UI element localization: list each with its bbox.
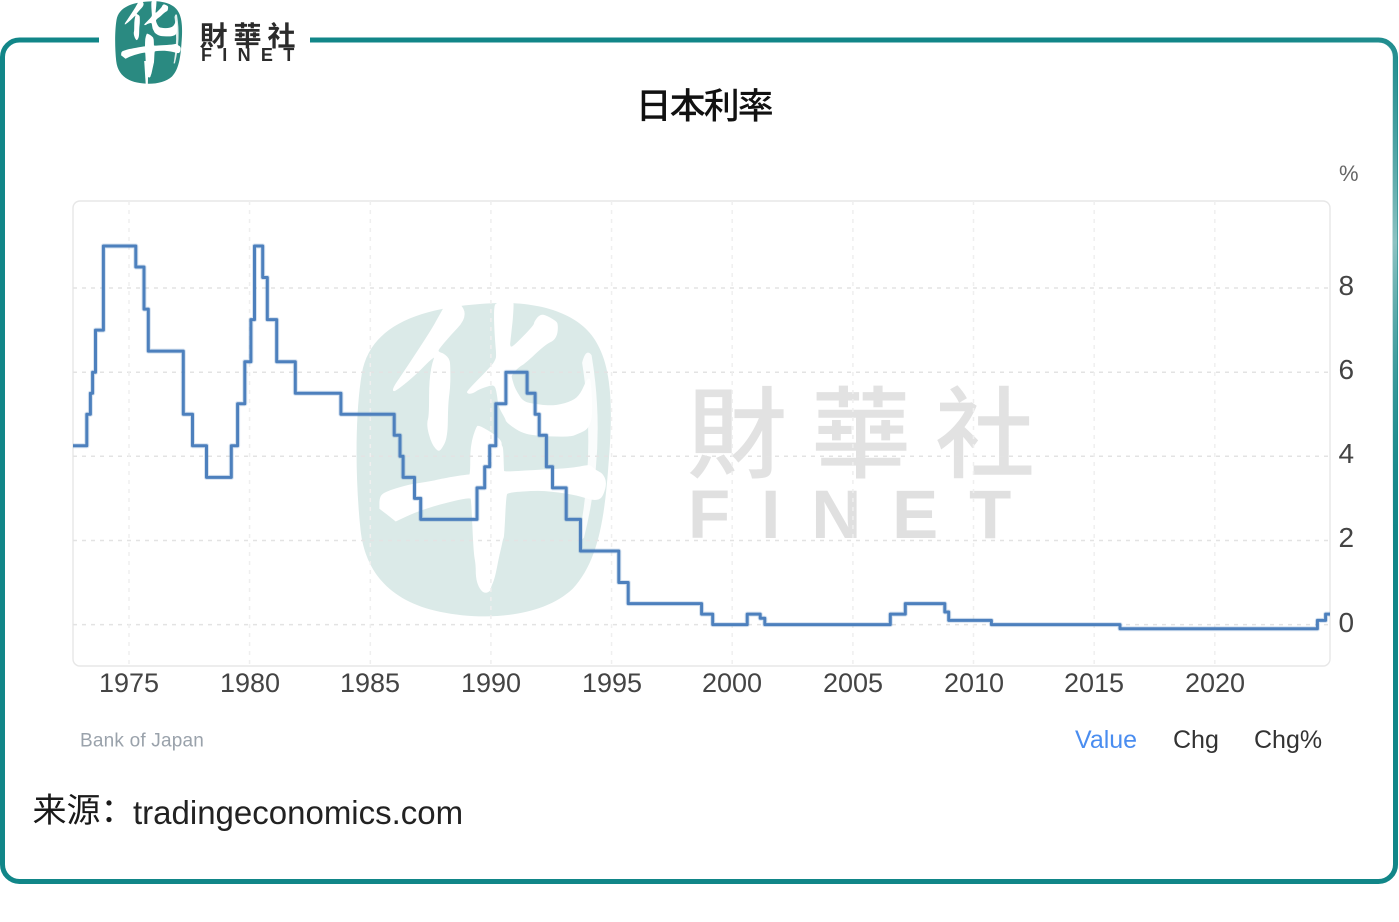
svg-text:2: 2 [1339, 522, 1355, 553]
svg-text:2000: 2000 [702, 668, 762, 698]
svg-text:2005: 2005 [823, 668, 883, 698]
svg-text:Value: Value [1075, 726, 1137, 754]
svg-text:FINET: FINET [201, 45, 305, 65]
svg-text:Chg%: Chg% [1254, 726, 1322, 754]
svg-text:FINET: FINET [688, 476, 1042, 553]
svg-text:4: 4 [1339, 438, 1355, 469]
svg-text:Chg: Chg [1173, 726, 1219, 754]
svg-text:2010: 2010 [944, 668, 1004, 698]
svg-text:1975: 1975 [99, 668, 159, 698]
svg-text:Bank of Japan: Bank of Japan [80, 731, 204, 752]
svg-text:6: 6 [1339, 354, 1355, 385]
svg-text:0: 0 [1339, 607, 1355, 638]
svg-text:1990: 1990 [461, 668, 521, 698]
svg-text:%: % [1339, 161, 1359, 186]
svg-text:8: 8 [1339, 270, 1355, 301]
svg-text:2020: 2020 [1185, 668, 1245, 698]
svg-text:2015: 2015 [1064, 668, 1124, 698]
svg-text:tradingeconomics.com: tradingeconomics.com [133, 794, 463, 831]
svg-text:1980: 1980 [220, 668, 280, 698]
svg-text:1995: 1995 [582, 668, 642, 698]
svg-text:1985: 1985 [340, 668, 400, 698]
